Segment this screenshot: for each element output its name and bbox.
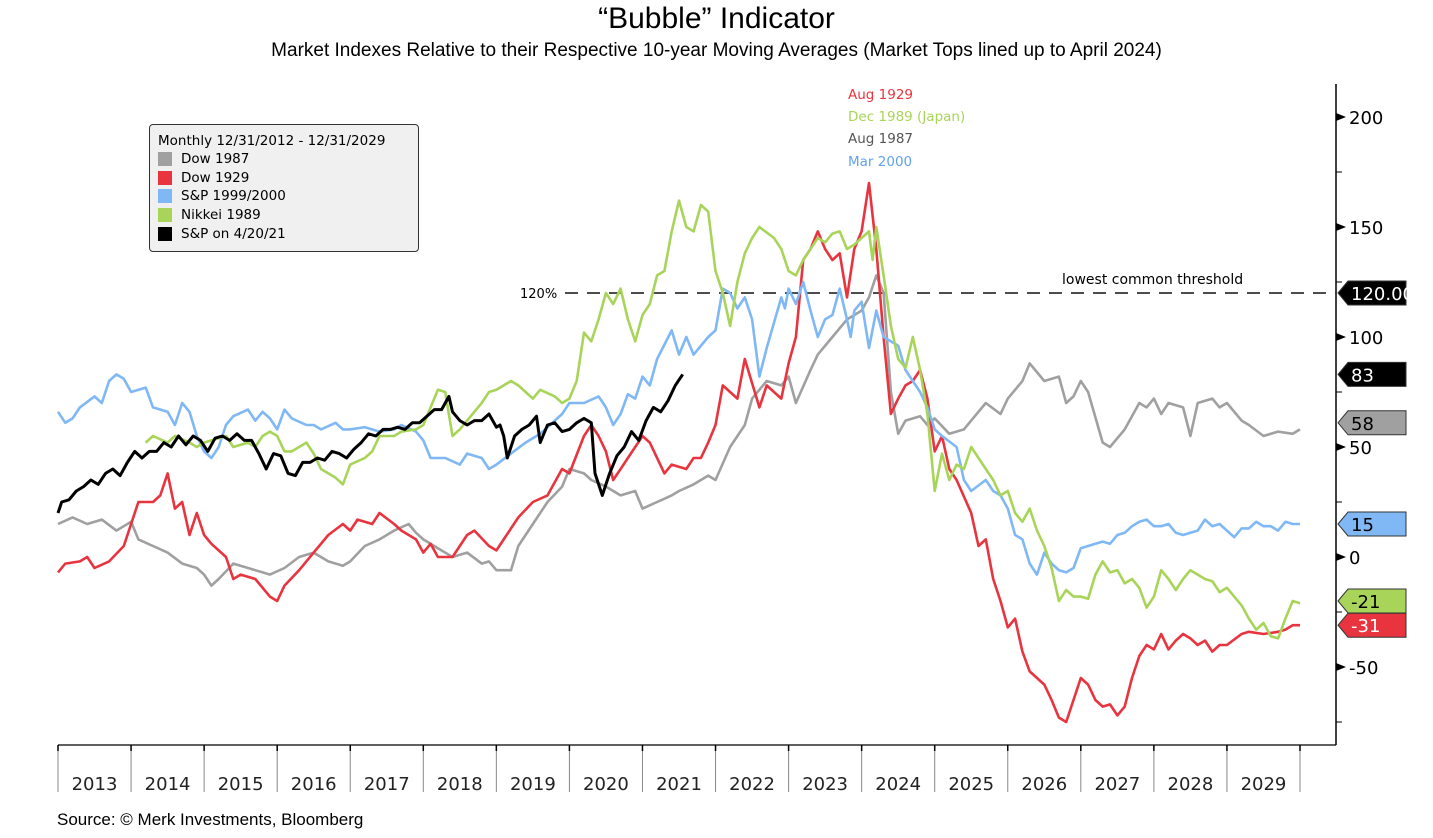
legend-label: S&P 1999/2000 [181, 188, 286, 205]
legend: Monthly 12/31/2012 - 12/31/2029 Dow 1987… [149, 124, 419, 252]
series-line-nikkei-1989 [144, 199, 1301, 640]
threshold-line: 120% lowest common threshold [520, 272, 1336, 302]
x-tick-label: 2025 [948, 774, 994, 795]
badge-dow-1987-label: 58 [1351, 414, 1374, 435]
x-tick-label: 2028 [1168, 774, 1214, 795]
peak-annotation-mar-2000: Mar 2000 [848, 154, 913, 170]
x-tick-label: 2027 [1094, 774, 1140, 795]
legend-label: Dow 1929 [181, 169, 250, 186]
x-tick-label: 2022 [729, 774, 775, 795]
x-tick-label: 2013 [72, 774, 118, 795]
x-tick-label: 2024 [875, 774, 921, 795]
legend-swatch [158, 170, 172, 185]
y-tick-mark [1336, 333, 1346, 341]
axes: -50 0 50 100 150 200 2013 2014 2015 2016 2017 2018 2… [57, 84, 1383, 795]
series-lines [56, 181, 1301, 724]
chart-subtitle: Market Indexes Relative to their Respect… [271, 40, 1162, 61]
badge-s-p-on-4-20-21-label: 83 [1351, 365, 1374, 386]
peak-annotation-dec-1989: Dec 1989 (Japan) [848, 109, 966, 125]
badge-dow-1929-label: -31 [1351, 616, 1380, 637]
x-tick-label: 2015 [218, 774, 264, 795]
y-tick-mark [1336, 223, 1346, 231]
y-tick-mark [1336, 443, 1346, 451]
x-tick-label: 2026 [1021, 774, 1067, 795]
x-tick-label: 2029 [1241, 774, 1287, 795]
legend-item: Dow 1987 [158, 150, 410, 169]
chart-title: “Bubble” Indicator [598, 2, 835, 35]
x-tick-label: 2017 [364, 774, 410, 795]
legend-swatch [158, 208, 172, 223]
x-tick-label: 2019 [510, 774, 556, 795]
y-tick-label: -50 [1349, 658, 1378, 679]
threshold-left-label: 120% [520, 287, 557, 302]
source-note: Source: © Merk Investments, Bloomberg [57, 810, 364, 829]
y-tick-label: 50 [1349, 438, 1372, 459]
series-line-dow-1929 [56, 181, 1300, 724]
legend-swatch [158, 226, 172, 241]
badge-s-p-1999-2000 [1337, 511, 1407, 537]
x-tick-label: 2014 [145, 774, 191, 795]
y-tick-label: 0 [1349, 548, 1360, 569]
y-tick-label: 100 [1349, 328, 1383, 349]
x-tick-label: 2020 [583, 774, 629, 795]
series-line-s-p-on-4-20-21 [56, 373, 684, 514]
badge-dow-1929 [1337, 612, 1407, 638]
x-tick-label: 2016 [291, 774, 337, 795]
x-tick-label: 2021 [656, 774, 702, 795]
x-tick-label: 2018 [437, 774, 483, 795]
legend-swatch [158, 152, 172, 167]
legend-label: Nikkei 1989 [181, 207, 261, 224]
end-badges: 120.00 83 58 15 -21 -31 [1337, 280, 1414, 638]
y-tick-mark [1336, 663, 1346, 671]
legend-item: Dow 1929 [158, 169, 410, 188]
legend-item: S&P on 4/20/21 [158, 224, 410, 243]
series-line-s-p-1999-2000 [56, 280, 1300, 576]
badge-s-p-1999-2000-label: 15 [1351, 515, 1374, 536]
legend-item: Nikkei 1989 [158, 206, 410, 225]
legend-swatch [158, 189, 172, 204]
badge-threshold-label: 120.00 [1351, 284, 1414, 305]
legend-item: S&P 1999/2000 [158, 187, 410, 206]
peak-annotation-aug-1929: Aug 1929 [848, 87, 914, 103]
y-tick-mark [1336, 553, 1346, 561]
y-tick-label: 150 [1349, 218, 1383, 239]
y-tick-mark [1336, 113, 1346, 121]
series-line-dow-1987 [57, 274, 1301, 587]
legend-label: Dow 1987 [181, 151, 250, 168]
legend-label: S&P on 4/20/21 [181, 225, 286, 242]
threshold-label: lowest common threshold [1062, 272, 1243, 288]
y-tick-label: 200 [1349, 108, 1383, 129]
badge-nikkei-1989-label: -21 [1351, 592, 1380, 613]
badge-nikkei-1989 [1337, 588, 1407, 614]
badge-dow-1987 [1337, 410, 1407, 436]
legend-header: Monthly 12/31/2012 - 12/31/2029 [158, 133, 386, 149]
badge-s-p-on-4-20-21 [1337, 361, 1407, 387]
x-tick-label: 2023 [802, 774, 848, 795]
peak-annotation-aug-1987: Aug 1987 [848, 131, 914, 147]
badge-threshold [1337, 280, 1407, 306]
